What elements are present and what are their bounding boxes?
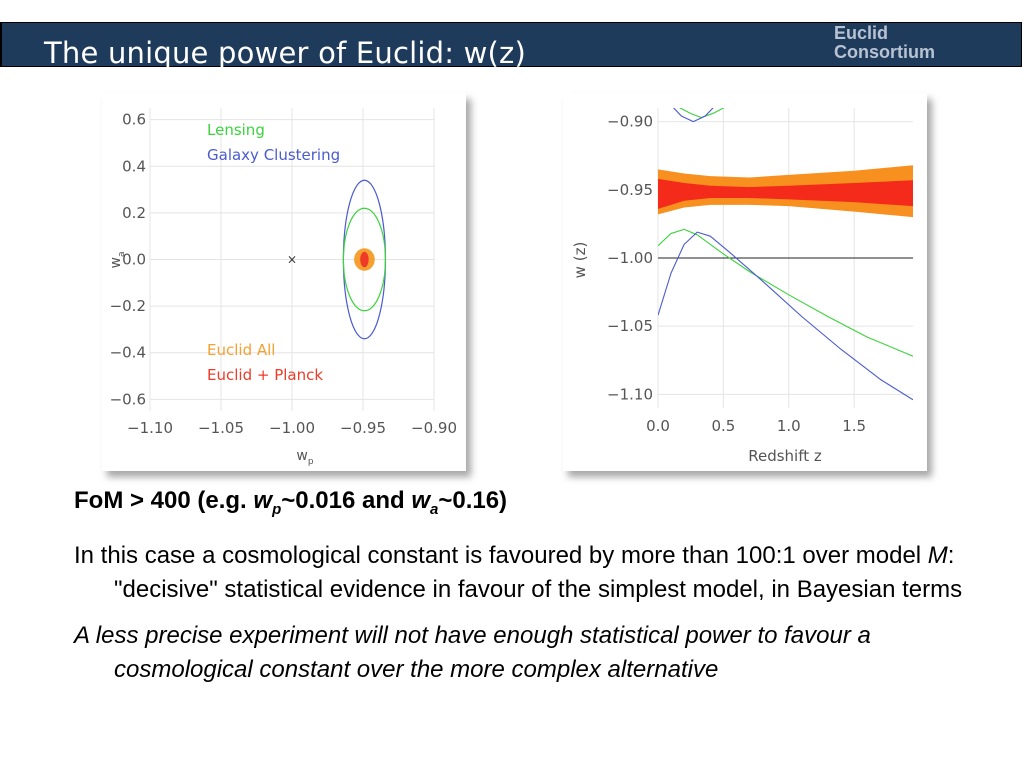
band-inner <box>658 178 913 209</box>
y-tick-label: −1.05 <box>607 317 653 335</box>
ellipse-euclid-planck <box>360 251 369 268</box>
series-lensing <box>679 108 725 119</box>
x-tick-label: 1.5 <box>842 417 866 435</box>
y-tick-label: −0.4 <box>110 344 146 362</box>
series-galaxy-clustering <box>658 231 913 401</box>
y-tick-label: −1.10 <box>607 385 653 403</box>
x-tick-label: −0.90 <box>411 419 457 437</box>
bullet-cosmological-constant: In this case a cosmological constant is … <box>74 541 963 603</box>
legend-euclid-planck: Euclid + Planck <box>207 366 323 384</box>
series-lensing <box>658 228 913 357</box>
y-tick-label: −0.6 <box>110 390 146 408</box>
y-tick-label: 0.2 <box>122 204 146 222</box>
y-tick-label: 0.6 <box>122 111 146 129</box>
x-tick-label: 0.0 <box>646 417 670 435</box>
ellipse-lensing <box>342 207 387 312</box>
x-tick-label: 1.0 <box>777 417 801 435</box>
contour-chart: × −1.10 −1.05 −1.00 −0.95 −0.90 0.6 0.4 0.2 0.0 −… <box>108 108 457 467</box>
fiducial-marker: × <box>287 253 297 267</box>
x-tick-label: −1.05 <box>198 419 244 437</box>
x-tick-label: −1.10 <box>127 419 173 437</box>
y-tick-label: −0.2 <box>110 297 146 315</box>
x-axis-label: Redshift z <box>748 447 822 465</box>
y-tick-label: −1.00 <box>607 249 653 267</box>
logo-line-1: Euclid <box>834 23 889 43</box>
logo-line-2: Consortium <box>834 42 935 62</box>
x-tick-label: 0.5 <box>711 417 735 435</box>
title-bar <box>0 22 1022 67</box>
legend-euclid-all: Euclid All <box>207 341 275 359</box>
slide-body: FoM > 400 (e.g. wp~0.016 and wa~0.16) In… <box>74 484 1004 699</box>
y-axis-label: w (z) <box>571 242 589 279</box>
y-axis-label: wa <box>108 252 127 269</box>
euclid-consortium-logo: Euclid Consortium <box>834 24 935 62</box>
wz-chart-panel: 0.0 0.5 1.0 1.5 −0.90 −0.95 −1.00 −1.05 −1.10 Re… <box>563 93 927 471</box>
y-tick-label: 0.0 <box>122 251 146 269</box>
x-axis-label: wp <box>296 448 313 467</box>
y-tick-label: −0.90 <box>607 113 653 131</box>
contour-chart-panel: × −1.10 −1.05 −1.00 −0.95 −0.90 0.6 0.4 0.2 0.0 −… <box>102 93 466 471</box>
series-galaxy-clustering <box>672 108 714 123</box>
bullet-fom: FoM > 400 (e.g. wp~0.016 and wa~0.16) <box>74 487 508 518</box>
slide-title: The unique power of Euclid: w(z) <box>44 36 526 70</box>
x-tick-label: −0.95 <box>340 419 386 437</box>
bullet-less-precise: A less precise experiment will not have … <box>74 621 871 683</box>
y-tick-label: 0.4 <box>122 157 146 175</box>
x-tick-label: −1.00 <box>269 419 315 437</box>
wz-chart: 0.0 0.5 1.0 1.5 −0.90 −0.95 −1.00 −1.05 −1.10 Re… <box>571 108 913 465</box>
legend-galaxy-clustering: Galaxy Clustering <box>207 146 340 164</box>
y-tick-label: −0.95 <box>607 181 653 199</box>
legend-lensing: Lensing <box>207 121 265 139</box>
